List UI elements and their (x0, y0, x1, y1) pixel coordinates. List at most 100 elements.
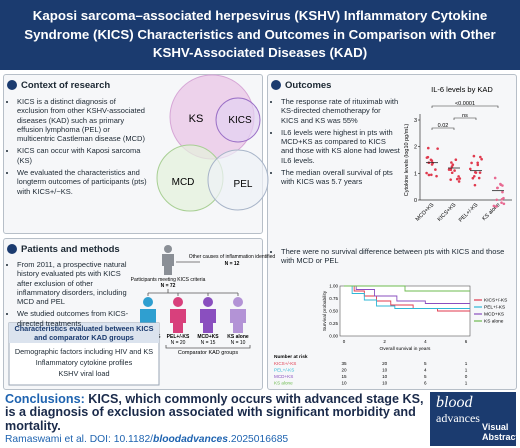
y-label: Cytokine levels (log10 pg/mL) (404, 124, 410, 197)
survival-curve (344, 285, 471, 292)
person-body (170, 309, 186, 333)
risk-value: 15 (341, 374, 347, 379)
bracket (453, 117, 477, 120)
dot (430, 173, 433, 177)
citation-journal: bloodadvances (153, 434, 229, 445)
citation-suffix: .2025016685 (228, 434, 289, 445)
dot (492, 204, 496, 208)
risk-value: 10 (382, 368, 388, 373)
x-tick-label: KS alone (481, 202, 501, 222)
dot (427, 173, 431, 177)
risk-value: 4 (424, 368, 427, 373)
y-tick-label: 0 (414, 198, 417, 204)
dot (473, 170, 477, 174)
dot (453, 169, 456, 172)
dot (425, 171, 428, 175)
logo-text: Visual Abstract (482, 422, 519, 442)
group-n: N = 20 (171, 340, 186, 346)
connector (147, 289, 239, 296)
context-bullets: KICS is a distinct diagnosis of exclusio… (8, 97, 148, 199)
risk-value: 10 (341, 381, 347, 386)
venn-label: PEL (234, 179, 253, 190)
participants-icon (162, 245, 174, 275)
risk-value: 20 (341, 368, 347, 373)
citation: Ramaswami et al. DOI: 10.1182/bloodadvan… (5, 434, 288, 445)
dot (502, 202, 506, 206)
il6-chart: IL-6 levels by KAD 0 1 2 3 Cytokine levels (l… (404, 85, 512, 224)
bullet: From 2011, a prospective natural history… (17, 260, 136, 306)
dot (457, 180, 461, 183)
characteristics-items: Demographic factors including HIV and KS… (10, 346, 158, 379)
p-value: ns (462, 113, 468, 119)
y-tick-label: 3 (414, 118, 417, 124)
dot (476, 161, 479, 165)
risk-value: 5 (424, 374, 427, 379)
dot (451, 163, 455, 167)
x-tick-label: PEL+/-KS (458, 202, 480, 224)
dot (426, 155, 430, 159)
group-n: N = 10 (231, 340, 246, 346)
bullet: IL6 levels were highest in pts with MCD+… (281, 128, 400, 165)
p-value: <0.0001 (455, 101, 475, 107)
risk-value: 1 (465, 368, 468, 373)
bullet: There were no survival difference betwee… (281, 247, 512, 266)
flow-label: Comparator KAD groups (178, 350, 238, 356)
logo-text: Visual (482, 422, 509, 432)
risk-title: Number at risk (274, 354, 308, 360)
risk-value: 0 (465, 374, 468, 379)
risk-value: 1 (465, 361, 468, 366)
icon (7, 80, 17, 90)
person-head (173, 297, 183, 307)
venn-kics (215, 97, 261, 143)
flow-label: N = 12 (225, 261, 240, 267)
bullet: KICS is a distinct diagnosis of exclusio… (17, 97, 148, 143)
dot (455, 177, 459, 181)
risk-value: 10 (382, 374, 388, 379)
p-value: 0.02 (438, 123, 449, 129)
dot (471, 176, 475, 180)
x-label: Overall survival in years (380, 346, 432, 352)
bracket (165, 345, 251, 349)
survival-chart: 0.00 0.25 0.50 0.75 1.00 0 2 4 6 Survival probabi… (274, 284, 507, 386)
title: Kaposi sarcoma–associated herpesvirus (K… (24, 8, 496, 60)
dot (480, 157, 483, 161)
dot (434, 168, 437, 171)
group-name: MCD+KS (197, 334, 219, 340)
dot (426, 146, 430, 150)
person-body (230, 309, 246, 333)
x-tick-label: 2 (383, 339, 386, 344)
risk-value: 1 (465, 381, 468, 386)
panel-title: Context of research (21, 80, 111, 91)
bullet: The response rate of rituximab with KS-d… (281, 97, 400, 125)
dot (479, 155, 482, 159)
flow-label: Participants meeting KICS criteria (131, 277, 206, 283)
dot (493, 176, 497, 180)
flow-label: N = 72 (161, 283, 176, 289)
x-tick-label: 0 (343, 339, 346, 344)
risk-value: 35 (341, 361, 347, 366)
outcomes-bullets: There were no survival difference betwee… (272, 247, 512, 269)
dot (500, 198, 504, 201)
y-tick-label: 0.50 (329, 309, 338, 314)
y-tick-label: 0.00 (329, 334, 338, 339)
characteristics-title: Characteristics evaluated between KICS a… (14, 324, 154, 342)
dot (436, 147, 439, 150)
x-tick-label: 4 (424, 339, 427, 344)
legend-label: PEL+/-KS (484, 305, 505, 311)
risk-name: KICS+/-KS (274, 361, 296, 366)
icon (271, 80, 281, 90)
dot (477, 176, 481, 180)
legend-label: MCD+KS (484, 312, 504, 318)
person-head (203, 297, 213, 307)
dot (435, 174, 438, 178)
group-n: N = 15 (201, 340, 216, 346)
bullet: We evaluated the characteristics and lon… (17, 168, 148, 196)
citation-prefix: Ramaswami et al. DOI: 10.1182/ (5, 434, 154, 445)
conclusions: Conclusions: KICS, which commonly occurs… (5, 392, 425, 433)
dot (454, 158, 458, 162)
venn-label: MCD (172, 177, 195, 188)
dot (499, 182, 502, 186)
y-label: Survival probability (322, 290, 328, 331)
outcomes-panel (267, 74, 517, 390)
